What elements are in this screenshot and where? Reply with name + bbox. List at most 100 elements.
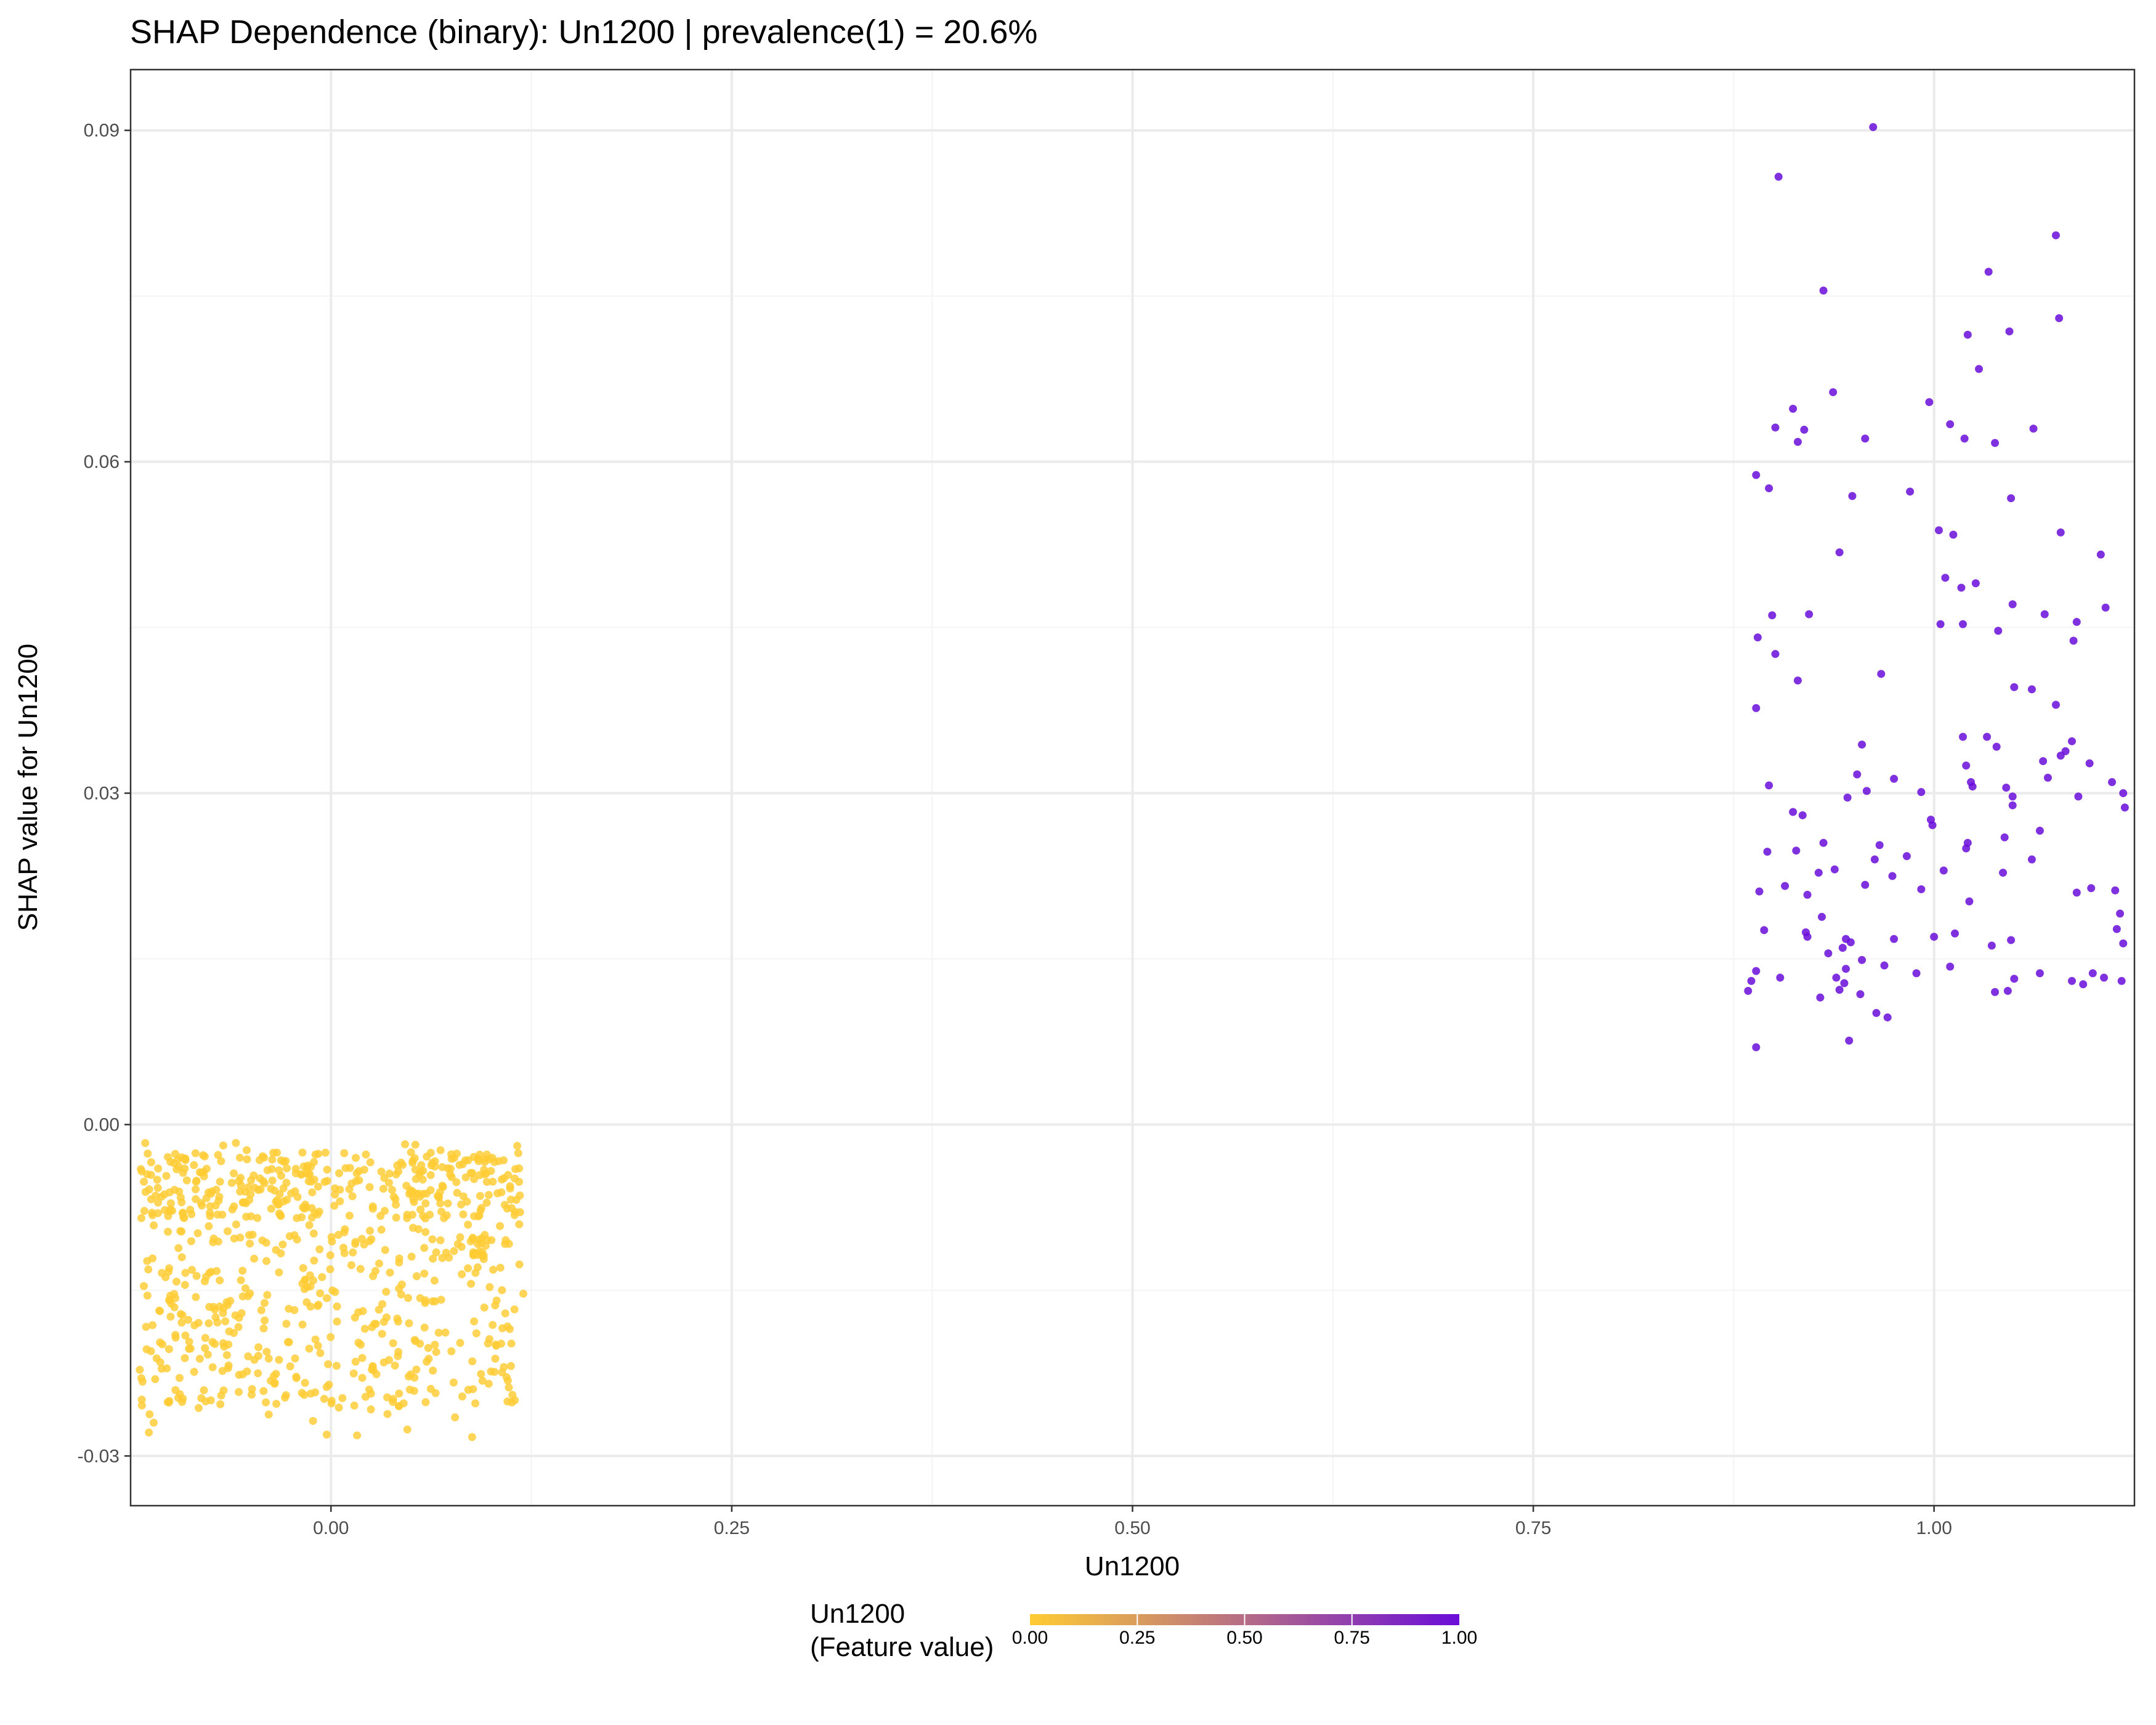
data-point-feature-0 xyxy=(214,1151,222,1159)
data-point-feature-0 xyxy=(242,1146,251,1155)
data-point-feature-0 xyxy=(353,1431,362,1440)
data-point-feature-0 xyxy=(219,1386,228,1395)
data-point-feature-1 xyxy=(1862,787,1871,795)
data-point-feature-0 xyxy=(291,1164,300,1173)
data-point-feature-0 xyxy=(147,1158,155,1167)
data-point-feature-1 xyxy=(1935,526,1943,535)
data-point-feature-0 xyxy=(432,1248,440,1257)
data-point-feature-1 xyxy=(1994,627,2003,635)
data-point-feature-0 xyxy=(219,1141,227,1150)
data-point-feature-0 xyxy=(145,1428,153,1437)
data-point-feature-0 xyxy=(409,1224,418,1232)
data-point-feature-1 xyxy=(1957,583,1966,592)
x-tick-label: 0.75 xyxy=(1515,1518,1551,1538)
data-point-feature-0 xyxy=(356,1265,365,1273)
data-point-feature-0 xyxy=(464,1220,472,1229)
data-point-feature-1 xyxy=(1971,579,1980,588)
data-point-feature-0 xyxy=(459,1210,468,1219)
data-point-feature-0 xyxy=(463,1198,471,1206)
legend-ticks: 0.00 0.25 0.50 0.75 1.00 xyxy=(1012,1614,1477,1648)
data-point-feature-0 xyxy=(248,1385,256,1394)
data-point-feature-0 xyxy=(464,1264,472,1273)
data-point-feature-0 xyxy=(314,1182,322,1191)
y-tick-label: 0.03 xyxy=(84,783,120,803)
data-point-feature-0 xyxy=(316,1289,325,1297)
data-point-feature-0 xyxy=(450,1247,458,1256)
data-point-feature-0 xyxy=(309,1416,317,1425)
data-point-feature-0 xyxy=(405,1386,414,1394)
data-point-feature-1 xyxy=(2072,888,2081,897)
data-point-feature-0 xyxy=(488,1177,497,1186)
data-point-feature-0 xyxy=(491,1354,500,1363)
data-point-feature-1 xyxy=(1744,986,1753,995)
data-point-feature-0 xyxy=(137,1395,146,1404)
data-point-feature-0 xyxy=(230,1329,238,1337)
data-point-feature-1 xyxy=(1962,761,1971,770)
data-point-feature-1 xyxy=(2111,886,2120,895)
data-point-feature-0 xyxy=(247,1176,256,1185)
data-point-feature-0 xyxy=(205,1222,213,1230)
data-point-feature-1 xyxy=(2100,973,2109,982)
data-point-feature-1 xyxy=(1946,420,1955,429)
data-point-feature-0 xyxy=(395,1285,403,1293)
data-point-feature-0 xyxy=(467,1280,476,1288)
data-point-feature-0 xyxy=(310,1175,318,1184)
data-point-feature-0 xyxy=(434,1328,443,1337)
data-point-feature-0 xyxy=(207,1267,216,1276)
data-point-feature-0 xyxy=(180,1164,189,1173)
data-point-feature-0 xyxy=(171,1333,180,1342)
data-point-feature-1 xyxy=(2051,231,2060,240)
data-point-feature-0 xyxy=(478,1376,487,1385)
data-point-feature-0 xyxy=(216,1400,225,1408)
data-point-feature-0 xyxy=(484,1339,492,1348)
data-point-feature-1 xyxy=(2005,327,2014,336)
data-point-feature-1 xyxy=(2056,528,2065,537)
data-point-feature-0 xyxy=(368,1323,376,1331)
data-point-feature-1 xyxy=(2002,784,2011,792)
data-point-feature-0 xyxy=(349,1369,358,1378)
data-point-feature-0 xyxy=(232,1220,240,1228)
data-point-feature-0 xyxy=(236,1233,245,1242)
data-point-feature-0 xyxy=(436,1236,445,1244)
data-point-feature-0 xyxy=(177,1198,186,1206)
data-point-feature-0 xyxy=(426,1186,435,1195)
data-point-feature-1 xyxy=(2069,636,2078,645)
data-point-feature-0 xyxy=(338,1394,347,1402)
data-point-feature-1 xyxy=(1848,492,1857,500)
data-point-feature-0 xyxy=(220,1342,229,1351)
data-point-feature-0 xyxy=(143,1291,152,1300)
data-point-feature-0 xyxy=(380,1174,389,1182)
data-point-feature-0 xyxy=(191,1149,200,1158)
data-point-feature-0 xyxy=(255,1156,264,1164)
data-point-feature-1 xyxy=(2008,792,2017,801)
data-point-feature-0 xyxy=(297,1170,306,1179)
data-point-feature-1 xyxy=(1962,844,1971,853)
data-point-feature-0 xyxy=(147,1171,155,1179)
data-point-feature-1 xyxy=(2096,550,2105,559)
data-point-feature-0 xyxy=(421,1398,430,1406)
data-point-feature-0 xyxy=(505,1383,513,1392)
data-point-feature-0 xyxy=(193,1229,202,1238)
data-point-feature-0 xyxy=(497,1188,506,1196)
data-point-feature-0 xyxy=(318,1273,326,1281)
data-point-feature-0 xyxy=(325,1381,333,1389)
data-point-feature-0 xyxy=(420,1269,429,1278)
data-point-feature-0 xyxy=(177,1318,186,1327)
data-point-feature-0 xyxy=(336,1185,344,1194)
data-point-feature-0 xyxy=(323,1166,331,1174)
data-point-feature-0 xyxy=(508,1204,516,1212)
data-point-feature-0 xyxy=(485,1283,494,1291)
data-point-feature-1 xyxy=(1835,986,1844,994)
data-point-feature-1 xyxy=(2007,494,2016,503)
y-axis-ticks: -0.03 0.00 0.03 0.06 0.09 xyxy=(78,121,131,1466)
data-point-feature-1 xyxy=(1858,956,1866,964)
data-point-feature-0 xyxy=(190,1368,198,1376)
data-point-feature-0 xyxy=(140,1177,148,1186)
data-point-feature-0 xyxy=(211,1339,219,1348)
data-point-feature-0 xyxy=(190,1321,199,1329)
data-point-feature-0 xyxy=(250,1183,259,1192)
data-point-feature-0 xyxy=(192,1185,200,1193)
data-point-feature-0 xyxy=(431,1297,439,1305)
data-point-feature-0 xyxy=(377,1225,386,1234)
data-point-feature-0 xyxy=(516,1208,524,1217)
